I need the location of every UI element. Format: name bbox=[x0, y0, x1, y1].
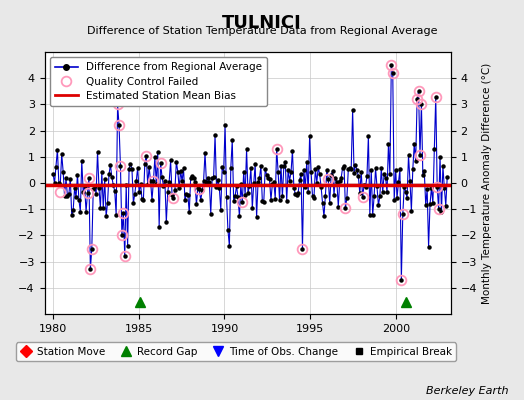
Legend: Difference from Regional Average, Quality Control Failed, Estimated Station Mean: Difference from Regional Average, Qualit… bbox=[50, 57, 267, 106]
Y-axis label: Monthly Temperature Anomaly Difference (°C): Monthly Temperature Anomaly Difference (… bbox=[483, 62, 493, 304]
Text: TULNICI: TULNICI bbox=[222, 14, 302, 32]
Text: Difference of Station Temperature Data from Regional Average: Difference of Station Temperature Data f… bbox=[87, 26, 437, 36]
Text: Berkeley Earth: Berkeley Earth bbox=[426, 386, 508, 396]
Legend: Station Move, Record Gap, Time of Obs. Change, Empirical Break: Station Move, Record Gap, Time of Obs. C… bbox=[16, 342, 456, 361]
